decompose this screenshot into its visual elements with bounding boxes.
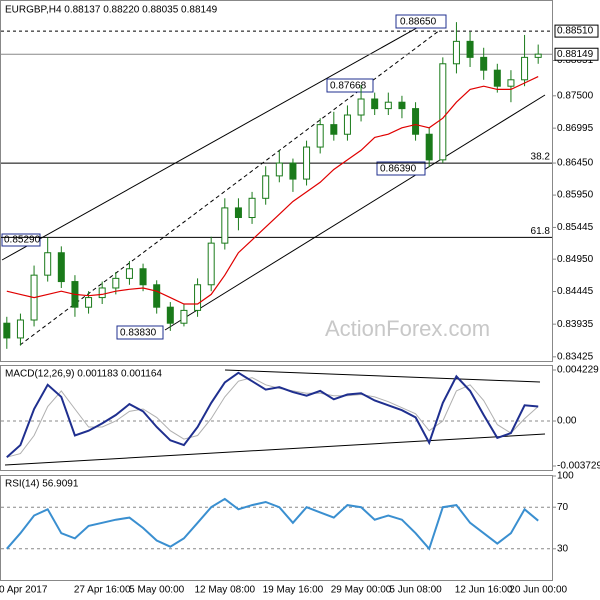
annotation-box <box>376 161 426 176</box>
y-tick-label: 0.86450 <box>557 158 594 169</box>
candle-body <box>534 53 542 58</box>
x-tick-label: 5 May 00:00 <box>129 585 184 596</box>
candle-body <box>139 268 147 286</box>
candle-body <box>480 56 488 71</box>
price-panel <box>0 0 553 362</box>
candle-body <box>275 162 283 177</box>
candle-body <box>507 79 515 87</box>
channel-upper <box>1 14 441 261</box>
y-tick-label: 30 <box>557 543 569 554</box>
candle-body <box>289 162 297 180</box>
candle-body <box>234 207 242 219</box>
x-tick-label: 20 Apr 2017 <box>0 585 48 596</box>
candle-body <box>180 309 188 324</box>
candle-body <box>316 124 324 148</box>
candle-body <box>357 98 365 116</box>
annotations: 0.88650 0.87668 0.86390 0.85290 0.83830 <box>1 14 447 340</box>
watermark: ActionForex.com <box>325 316 490 341</box>
candle-body <box>384 101 392 110</box>
y-tick-label: 0.86995 <box>557 123 594 134</box>
candle-body <box>125 268 133 279</box>
candle-body <box>262 175 270 199</box>
annotation: 0.85290 <box>4 235 41 246</box>
y-tick-label: 0.87500 <box>557 90 594 101</box>
candle-body <box>521 56 529 81</box>
x-tick-label: 19 May 16:00 <box>263 585 324 596</box>
y-tick-label: 0.83425 <box>557 351 594 362</box>
candle-body <box>112 277 120 289</box>
channel-lower <box>164 94 546 331</box>
candle-body <box>452 40 460 65</box>
annotation: 0.86390 <box>380 164 417 175</box>
y-tick-label: 0.004229 <box>557 365 599 376</box>
y-tick-label: 0.83935 <box>557 319 594 330</box>
candle-body <box>439 63 447 161</box>
indicator-line <box>6 371 539 458</box>
x-tick-label: 27 Apr 16:00 <box>74 585 131 596</box>
candle-body <box>44 252 52 276</box>
candle-body <box>425 133 433 161</box>
candle-body <box>3 322 11 339</box>
fib-label: 61.8 <box>531 226 551 237</box>
y-tick-label: 70 <box>557 502 569 513</box>
candle-body <box>371 98 379 110</box>
candle-body <box>221 207 229 244</box>
candle-body <box>207 242 215 286</box>
price-title: EURGBP,H4 0.88137 0.88220 0.88035 0.8814… <box>5 5 218 16</box>
annotation-box <box>116 325 164 340</box>
candle-body <box>303 146 311 180</box>
candle-body <box>343 114 351 135</box>
y-tick-label: 0.85445 <box>557 222 594 233</box>
y-tick-label: 0.00 <box>557 416 577 427</box>
y-tick-label: -0.003729 <box>557 461 600 472</box>
y-tick-label: 0.84445 <box>557 286 594 297</box>
candle-body <box>85 297 93 308</box>
x-tick-label: 12 Jun 16:00 <box>455 585 513 596</box>
candle-body <box>57 252 65 283</box>
indicator-line <box>6 497 539 551</box>
y-tick-label: 100 <box>557 471 574 482</box>
macd-trend-upper <box>224 369 541 383</box>
price-level-label: 0.88510 <box>557 26 594 37</box>
x-tick-label: 12 May 08:00 <box>195 585 256 596</box>
candle-body <box>493 69 501 87</box>
candle-body <box>398 101 406 110</box>
x-tick-label: 5 Jun 08:00 <box>389 585 442 596</box>
candle-body <box>153 284 161 308</box>
annotation: 0.87668 <box>330 81 367 92</box>
fib-label: 38.2 <box>531 152 551 163</box>
macd-panel <box>0 365 553 471</box>
y-tick-label: 0.84950 <box>557 254 594 265</box>
price-level-label: 0.88149 <box>557 49 594 60</box>
rsi-panel <box>0 475 553 581</box>
channel-lines <box>1 14 546 466</box>
annotation: 0.83830 <box>120 328 157 339</box>
candle-body <box>466 40 474 58</box>
annotation: 0.88650 <box>400 17 437 28</box>
candle-body <box>330 124 338 135</box>
candle-body <box>166 306 174 324</box>
x-tick-label: 29 May 00:00 <box>331 585 392 596</box>
y-tick-label: 0.85950 <box>557 190 594 201</box>
candle-body <box>248 197 256 219</box>
candle-body <box>412 108 420 135</box>
candle-body <box>16 319 24 339</box>
candle-body <box>98 287 106 299</box>
macd-title: MACD(12,26,9) 0.001183 0.001164 <box>5 369 162 380</box>
candle-body <box>194 284 202 311</box>
rsi-title: RSI(14) 56.9091 <box>5 479 79 490</box>
moving-average <box>6 76 539 305</box>
x-tick-label: 20 Jun 00:00 <box>509 585 567 596</box>
price-level-box <box>554 47 599 61</box>
price-level-box <box>554 24 599 38</box>
annotation-box <box>395 14 447 29</box>
macd-trend-lower <box>4 433 546 466</box>
